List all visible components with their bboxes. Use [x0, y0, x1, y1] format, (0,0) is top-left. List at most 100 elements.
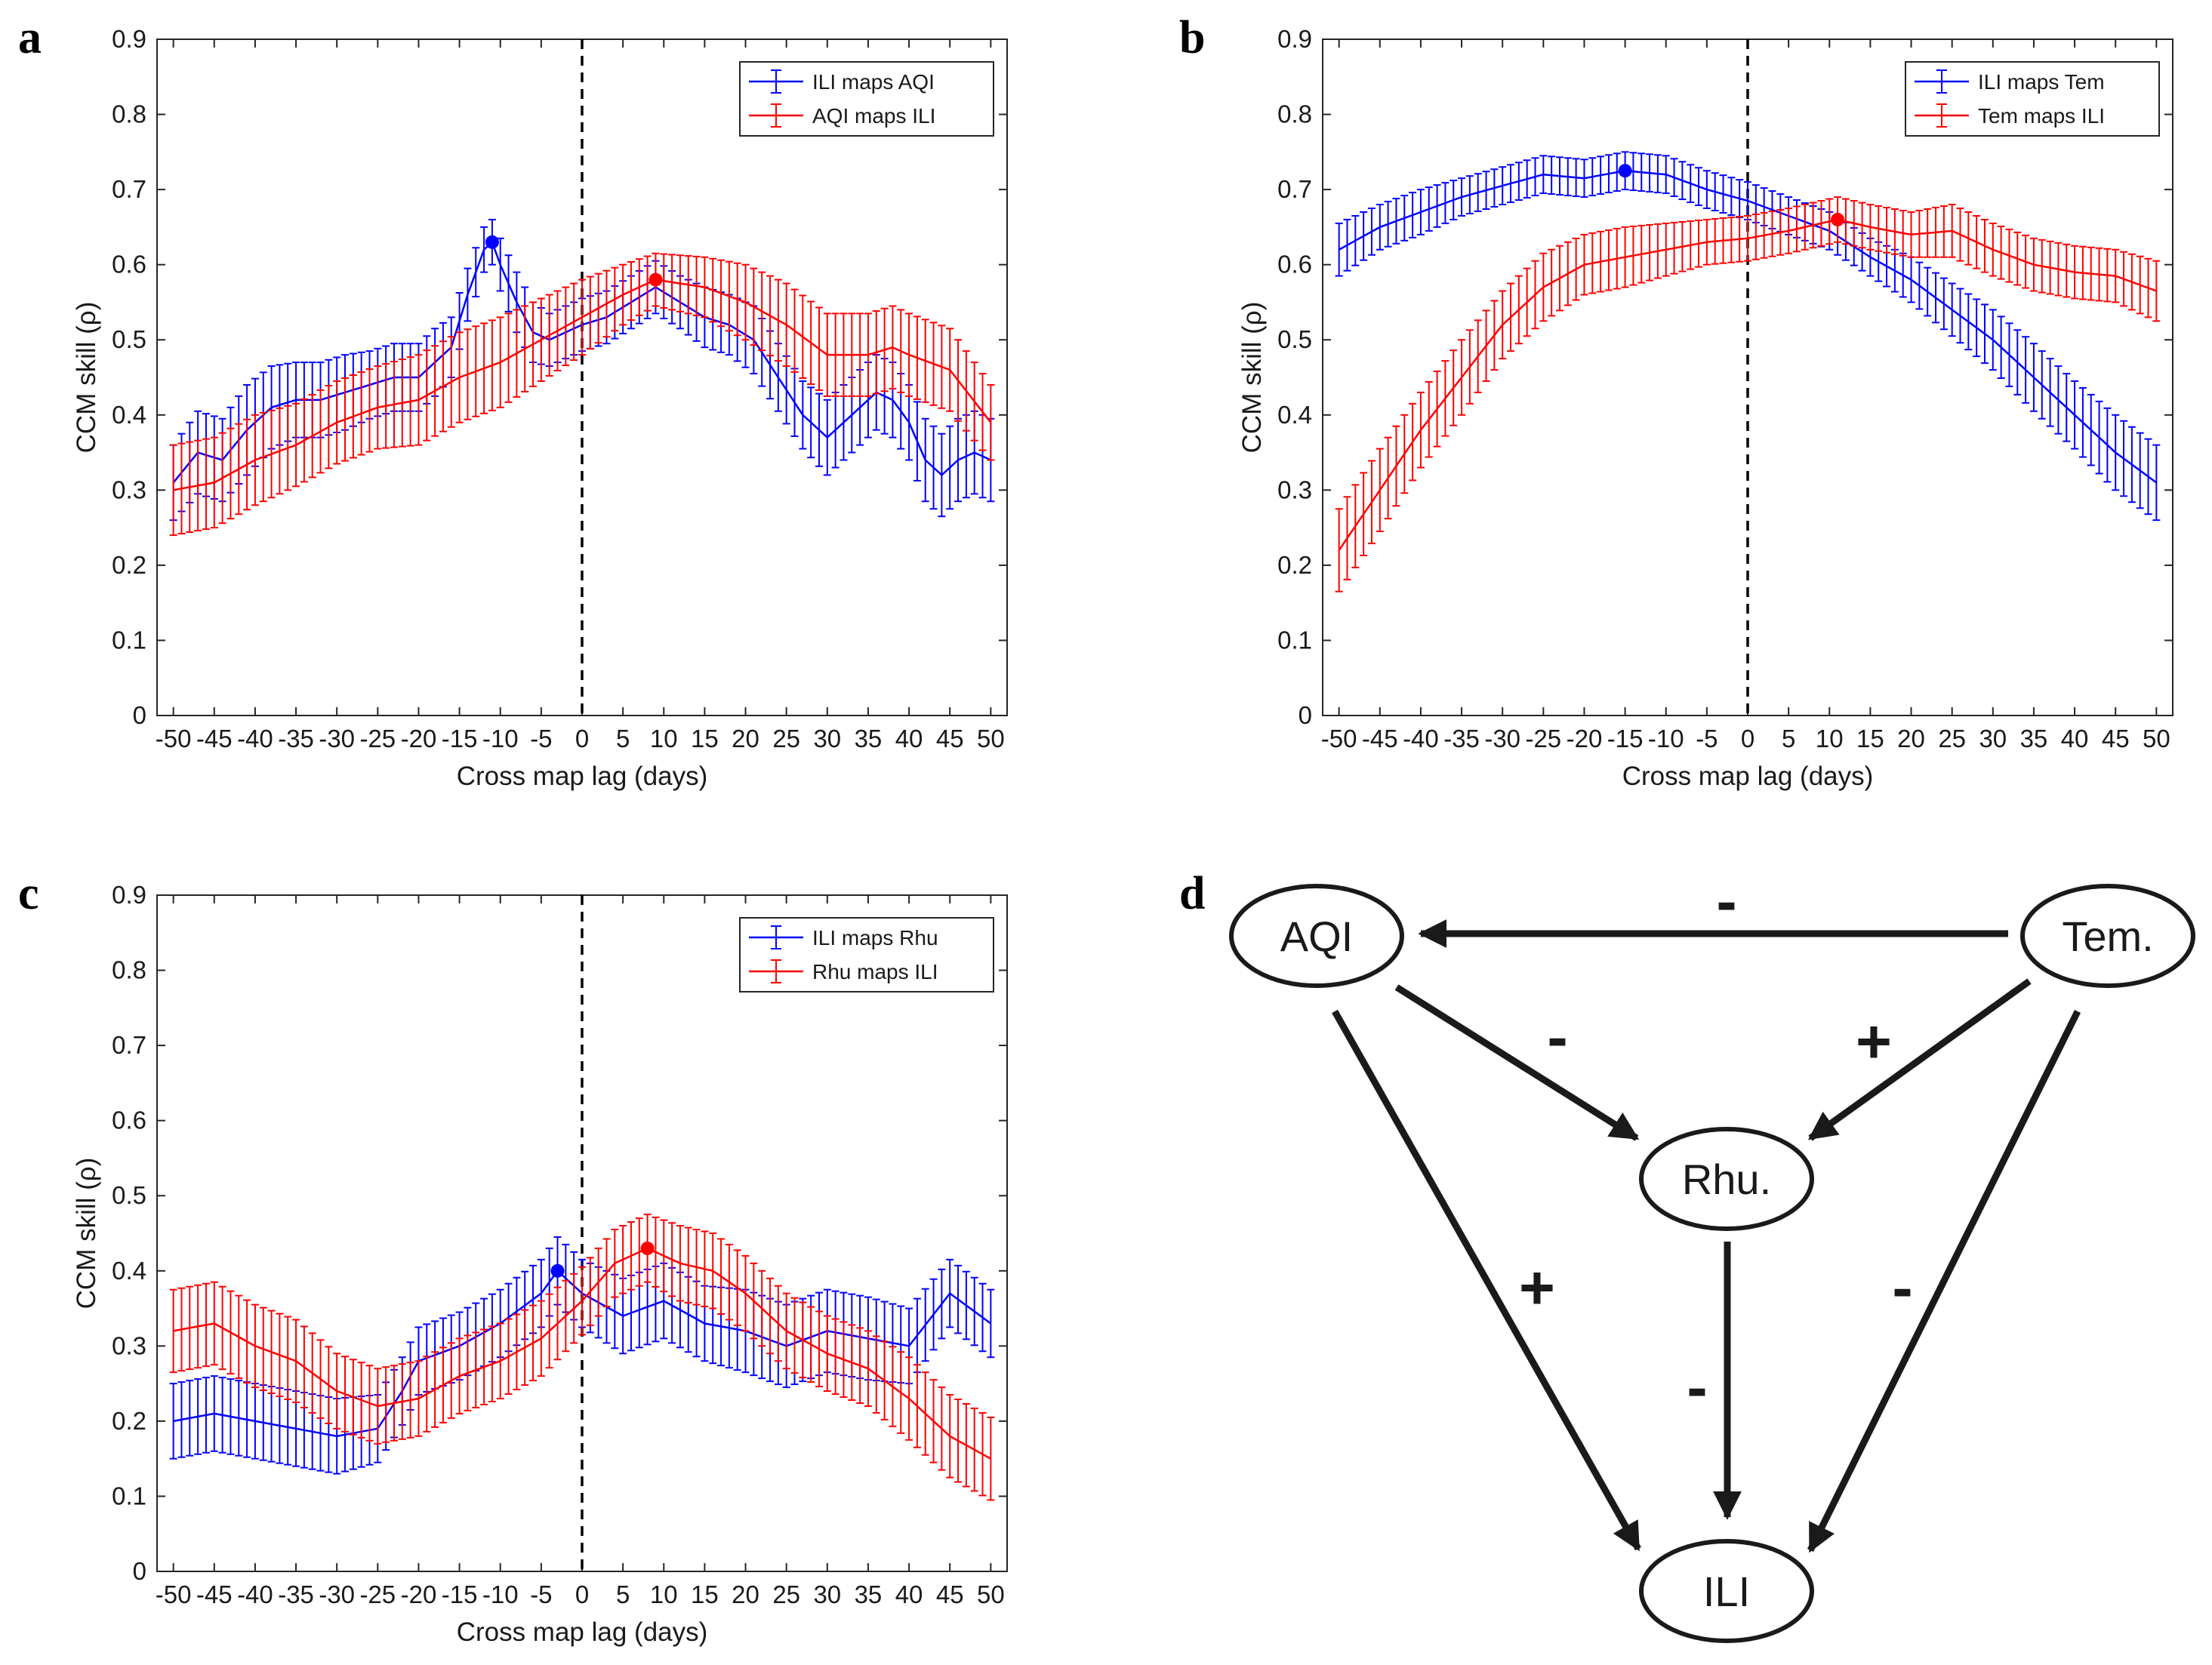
legend: ILI maps Tem Tem maps ILI [1905, 61, 2160, 137]
x-tick-label: 45 [936, 725, 964, 752]
sign-rhu-ili: - [1687, 1353, 1707, 1422]
y-tick-label: 0.3 [1277, 475, 1312, 503]
y-tick-label: 0.9 [1277, 25, 1312, 53]
legend-box [739, 61, 994, 137]
y-tick-label: 0.9 [112, 881, 146, 909]
x-tick-label: 20 [732, 1580, 759, 1608]
x-tick-label: 50 [977, 1580, 1005, 1608]
x-tick-label: -50 [156, 725, 192, 752]
x-tick-label: 20 [1897, 725, 1925, 752]
y-tick-label: 0.1 [112, 1482, 146, 1510]
x-tick-label: 15 [691, 725, 719, 752]
x-tick-label: 20 [732, 725, 759, 752]
series-line [1338, 218, 2157, 551]
x-tick-label: -20 [401, 725, 437, 752]
x-tick-label: -25 [1525, 725, 1561, 752]
x-tick-label: 15 [691, 1580, 719, 1608]
y-tick-label: 0.3 [112, 1331, 146, 1359]
y-tick-label: 0.4 [1277, 401, 1312, 429]
y-tick-label: 0.6 [112, 1106, 146, 1134]
y-axis-label: CCM skill (ρ) [72, 302, 101, 454]
x-tick-label: -40 [237, 1580, 273, 1608]
x-tick-label: -25 [359, 1580, 396, 1608]
x-tick-label: -50 [156, 1580, 192, 1608]
y-tick-label: 0.4 [112, 1257, 146, 1285]
y-tick-label: 0.2 [112, 1407, 146, 1435]
x-tick-label: -10 [482, 1580, 519, 1608]
series-line [1339, 169, 2158, 484]
x-tick-label: 0 [575, 1580, 589, 1608]
x-tick-label: -45 [196, 1580, 233, 1608]
y-tick-label: 0.8 [1277, 100, 1312, 128]
x-tick-label: -20 [1567, 725, 1603, 752]
x-tick-label: 45 [936, 1580, 964, 1608]
chart-c-ili-rhu: 00.10.20.30.40.50.60.70.80.9-50 -45 -40 -35… [72, 881, 1008, 1647]
legend-entry-label: Tem maps ILI [1978, 104, 2105, 128]
x-tick-label: -35 [1443, 725, 1480, 752]
series-line [173, 279, 992, 491]
x-tick-label: -15 [1607, 725, 1644, 752]
y-tick-label: 0 [133, 1557, 146, 1585]
edge-aqi-to-ili [1332, 1009, 1641, 1552]
peak-marker [1618, 164, 1632, 178]
x-tick-label: 5 [616, 1580, 630, 1608]
x-tick-label: -30 [1484, 725, 1520, 752]
x-tick-label: -30 [319, 725, 355, 752]
x-tick-label: 40 [2061, 725, 2089, 752]
x-tick-label: 15 [1856, 725, 1884, 752]
legend-entry-label: ILI maps AQI [812, 70, 935, 94]
x-tick-label: -15 [442, 1580, 478, 1608]
x-tick-label: 50 [977, 725, 1005, 752]
series-red [169, 1214, 995, 1501]
legend-box [739, 917, 994, 993]
diagram-node-rhu: Rhu. [1639, 1127, 1814, 1231]
diagram-node-aqi: AQI [1229, 884, 1404, 988]
x-tick-label: 25 [772, 1580, 800, 1608]
y-axis-label: CCM skill (ρ) [72, 1158, 101, 1310]
y-tick-label: 0.2 [112, 551, 146, 579]
x-tick-label: 40 [895, 1580, 923, 1608]
y-tick-label: 0.7 [112, 1031, 146, 1059]
y-tick-label: 0.1 [1277, 626, 1312, 654]
node-ili-label: ILI [1703, 1568, 1750, 1615]
x-tick-label: -30 [319, 1580, 355, 1608]
diagram-node-ili: ILI [1639, 1539, 1814, 1643]
x-tick-label: 0 [575, 725, 589, 752]
panel-label-a: a [18, 12, 42, 63]
x-axis-label: Cross map lag (days) [457, 762, 708, 791]
series-red [169, 252, 995, 537]
x-tick-label: -50 [1321, 725, 1357, 752]
x-tick-label: -45 [1362, 725, 1398, 752]
x-axis-label: Cross map lag (days) [457, 1617, 708, 1647]
y-tick-label: 0.6 [112, 251, 146, 279]
x-tick-label: -10 [1648, 725, 1684, 752]
y-axis-label: CCM skill (ρ) [1237, 302, 1267, 454]
edge-aqi-to-rhu [1394, 984, 1640, 1141]
x-tick-label: 25 [772, 725, 800, 752]
peak-marker [1831, 212, 1845, 226]
peak-marker [640, 1241, 655, 1255]
sign-tem-ili: - [1892, 1254, 1912, 1322]
series-red [1335, 196, 2161, 592]
x-tick-label: -10 [482, 725, 519, 752]
legend-box [1905, 61, 2160, 137]
x-tick-label: -15 [442, 725, 478, 752]
peak-marker [550, 1263, 565, 1278]
x-tick-label: 10 [1816, 725, 1844, 752]
y-tick-label: 0.5 [1277, 325, 1312, 353]
edge-tem-to-ili [1807, 1010, 2081, 1553]
x-tick-label: 10 [650, 725, 678, 752]
node-rhu-label: Rhu. [1682, 1156, 1771, 1203]
y-tick-label: 0 [1299, 701, 1312, 729]
node-aqi-label: AQI [1280, 913, 1353, 960]
y-tick-label: 0.8 [112, 956, 146, 984]
y-tick-label: 0.7 [112, 175, 146, 203]
x-tick-label: -5 [530, 1580, 552, 1608]
legend: ILI maps Rhu Rhu maps ILI [739, 917, 994, 993]
y-tick-label: 0.9 [112, 25, 146, 53]
x-tick-label: 30 [813, 725, 841, 752]
x-tick-label: 35 [855, 1580, 883, 1608]
legend-entry-label: AQI maps ILI [812, 104, 935, 128]
y-tick-label: 0.7 [1277, 175, 1312, 203]
